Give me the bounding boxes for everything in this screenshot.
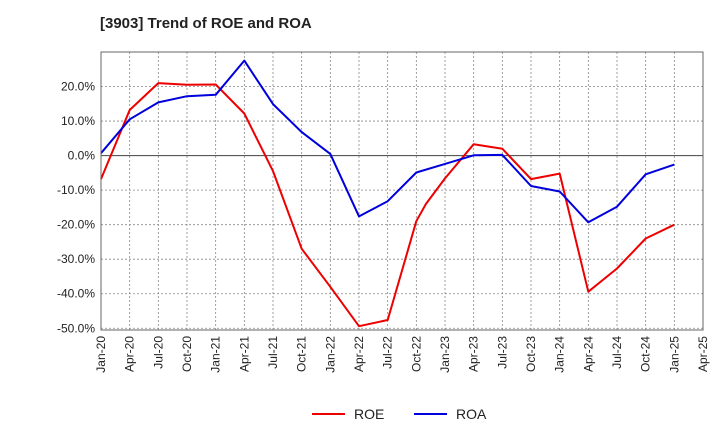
x-tick-label: Jan-23 [438,336,452,373]
y-tick-label: 20.0% [61,80,95,94]
x-tick-label: Oct-20 [180,336,194,372]
y-tick-label: -50.0% [57,321,95,335]
x-tick-label: Jan-25 [667,336,681,373]
y-tick-label: -20.0% [57,218,95,232]
legend-label: ROE [354,406,384,422]
x-tick-label: Jan-22 [323,336,337,373]
series-line-roe [100,82,675,328]
x-tick-label: Jul-21 [266,336,280,369]
x-tick-label: Oct-23 [524,336,538,372]
x-tick-label: Apr-20 [123,336,137,372]
x-tick-label: Jan-24 [553,336,567,373]
x-tick-label: Apr-23 [467,336,481,372]
x-axis-tick-labels: Jan-20 Apr-20 Jul-20 Oct-20 Jan-21 Apr-21 Jul-… [94,336,710,373]
x-tick-label: Apr-22 [352,336,366,372]
legend: ROE ROA [312,406,487,422]
series-line-roa [100,59,675,224]
plot-frame [100,51,704,331]
y-tick-label: -40.0% [57,287,95,301]
x-tick-label: Jan-20 [94,336,108,373]
x-tick-label: Jul-24 [610,336,624,369]
legend-item-roa: ROA [414,406,487,422]
x-tick-label: Oct-21 [295,336,309,372]
y-tick-label: 0.0% [68,149,96,163]
x-tick-label: Apr-21 [237,336,251,372]
x-tick-label: Apr-24 [581,336,595,372]
x-tick-label: Jan-21 [209,336,223,373]
x-tick-label: Oct-24 [639,336,653,372]
y-tick-label: -30.0% [57,252,95,266]
x-tick-label: Jul-20 [151,336,165,369]
x-tick-label: Jul-23 [495,336,509,369]
x-tick-label: Oct-22 [409,336,423,372]
grid-layer [100,52,704,330]
x-tick-label: Jul-22 [381,336,395,369]
legend-item-roe: ROE [312,406,384,422]
legend-label: ROA [456,406,487,422]
chart-title: [3903] Trend of ROE and ROA [100,15,312,32]
x-tick-label: Apr-25 [696,336,710,372]
y-axis-tick-labels: 20.0% 10.0% 0.0% -10.0% -20.0% -30.0% -40.0% -5… [57,80,95,336]
y-tick-label: -10.0% [57,183,95,197]
y-tick-label: 10.0% [61,114,95,128]
series-layer [100,59,675,328]
